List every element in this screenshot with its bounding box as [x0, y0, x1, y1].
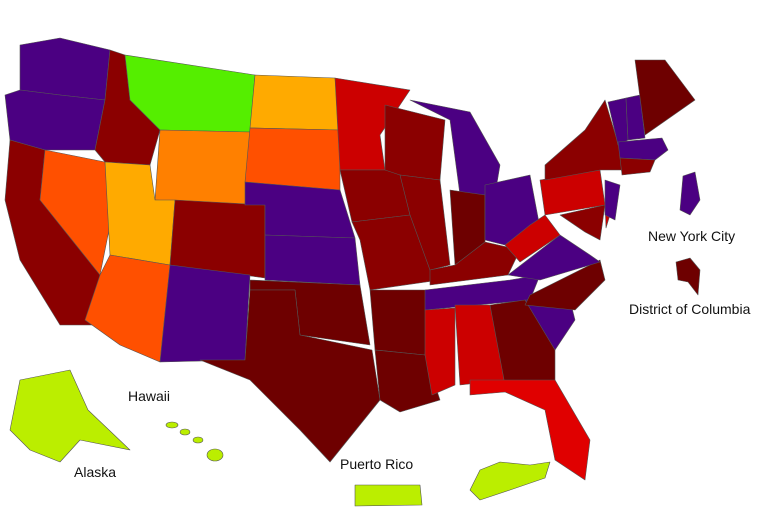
- region-kansas: [264, 234, 361, 286]
- region-colorado: [169, 199, 266, 279]
- region-new-hampshire: [625, 94, 646, 141]
- region-arkansas: [369, 289, 431, 356]
- region-new-jersey: [604, 179, 621, 221]
- region-oregon: [4, 89, 106, 151]
- region-tennessee: [424, 274, 541, 311]
- region-hawaii-island: [206, 448, 224, 462]
- region-hawaii-island: [179, 428, 191, 436]
- region-texas: [199, 289, 381, 463]
- region-washington: [19, 37, 111, 101]
- region-north-carolina: [524, 259, 606, 311]
- region-district-of-columbia: [675, 257, 701, 296]
- region-nevada: [39, 149, 111, 276]
- region-hawaii-island: [192, 436, 204, 444]
- label-new-york-city: New York City: [648, 228, 736, 244]
- label-hawaii: Hawaii: [128, 388, 171, 404]
- region-hawaii-island: [165, 421, 179, 429]
- region-massachusetts: [617, 137, 669, 161]
- region-connecticut: [619, 157, 656, 176]
- region-iowa: [339, 169, 411, 223]
- label-alaska: Alaska: [74, 464, 117, 480]
- region-north-dakota: [249, 74, 341, 131]
- region-south-dakota: [244, 127, 341, 191]
- label-district-of-columbia: District of Columbia: [629, 301, 751, 317]
- region-virginia: [507, 234, 601, 281]
- region-mississippi: [424, 307, 456, 396]
- region-new-mexico: [159, 264, 251, 363]
- region-alaska: [9, 369, 131, 463]
- region-maryland: [559, 204, 606, 241]
- region-florida: [469, 379, 591, 481]
- region-louisiana: [374, 349, 441, 413]
- region-virgin-islands: [469, 461, 551, 501]
- region-wyoming: [154, 129, 251, 206]
- region-west-virginia: [504, 214, 561, 263]
- region-maine: [634, 59, 696, 136]
- label-puerto-rico: Puerto Rico: [340, 456, 414, 472]
- region-new-york-city: [679, 171, 701, 216]
- region-minnesota: [334, 77, 411, 171]
- region-puerto-rico: [354, 484, 423, 507]
- region-illinois: [399, 174, 451, 271]
- region-wisconsin: [384, 104, 446, 181]
